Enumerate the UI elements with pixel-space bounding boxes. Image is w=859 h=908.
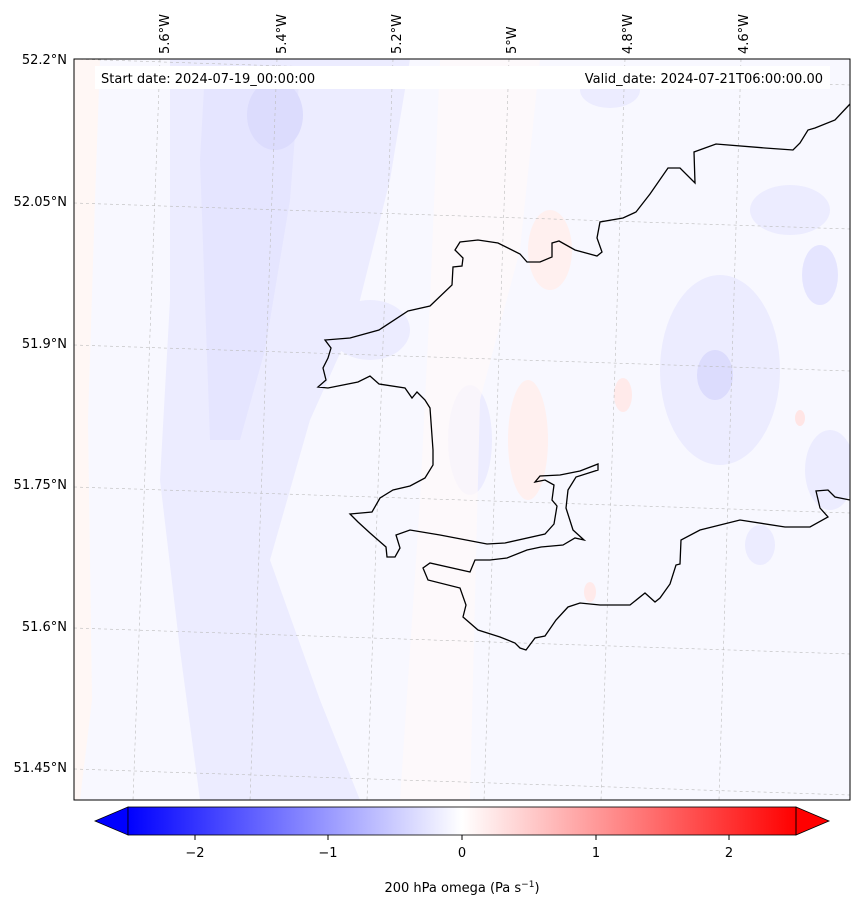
coastline [316,103,850,651]
lat-label-51.45n: 51.45°N [14,761,67,776]
lon-label-5.2w: 5.2°W [390,14,405,54]
lon-label-4.8w: 4.8°W [621,14,636,54]
colorbar-tick-neg2: −2 [185,846,204,861]
lon-label-5.6w: 5.6°W [158,14,173,54]
colorbar-tick-neg1: −1 [318,846,337,861]
omega-field [74,59,850,800]
start-date-label: Start date: 2024-07-19_00:00:00 [101,72,315,87]
colorbar-low-extend [93,806,129,836]
header-box [95,66,830,89]
lat-label-51.9n: 51.9°N [22,337,67,352]
lat-label-51.75n: 51.75°N [14,478,67,493]
valid-date-label: Valid_date: 2024-07-21T06:00:00.00 [585,72,823,87]
colorbar-gradient [128,807,796,835]
lon-label-5.4w: 5.4°W [275,14,290,54]
colorbar-label: 200 hPa omega (Pa s−1) [384,880,539,896]
colorbar: −2 −1 0 1 2 200 hPa omega (Pa s−1) [93,806,831,896]
lon-label-4.6w: 4.6°W [737,14,752,54]
colorbar-tick-2: 2 [725,846,733,861]
colorbar-tick-0: 0 [458,846,466,861]
map-frame [73,58,851,801]
lat-label-51.6n: 51.6°N [22,620,67,635]
lat-label-52.05n: 52.05°N [14,195,67,210]
colorbar-tick-1: 1 [592,846,600,861]
lon-label-5w: 5°W [505,26,520,54]
lat-label-52.2n: 52.2°N [22,53,67,68]
colorbar-high-extend [795,806,831,836]
